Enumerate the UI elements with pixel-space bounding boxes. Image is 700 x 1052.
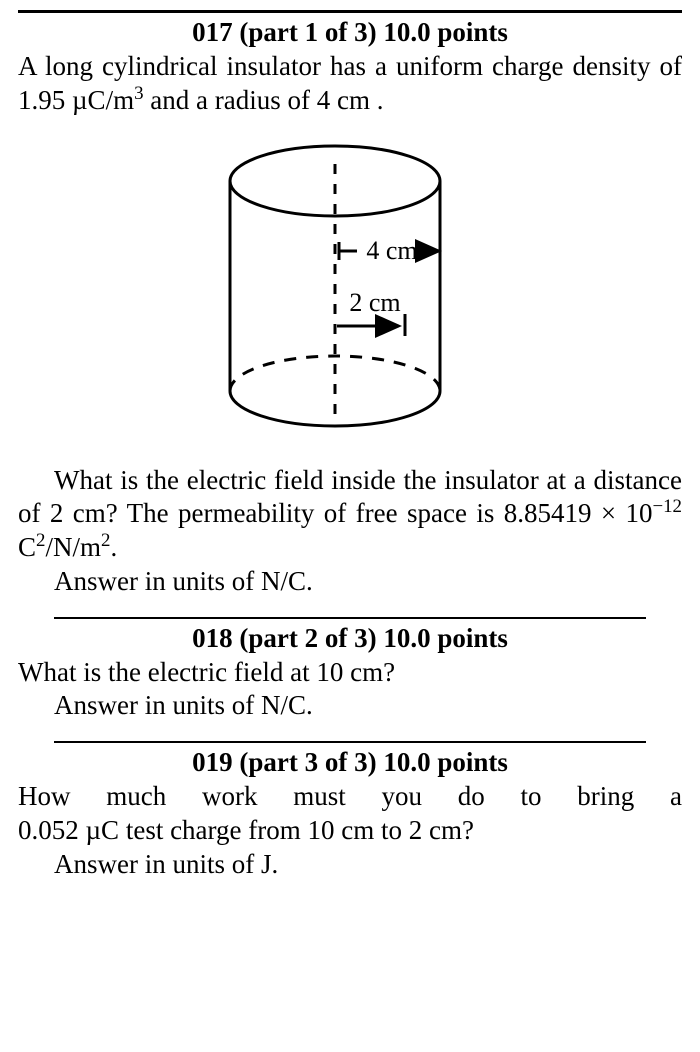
eps0-mantissa: 8.85419 — [504, 498, 592, 528]
problem-017-question: What is the electric field inside the in… — [18, 464, 682, 565]
problem-018-question: What is the electric field at 10 cm? — [18, 656, 682, 690]
distance-unit: cm — [350, 657, 383, 687]
question-pre: How much work must you do to bring a — [18, 781, 682, 811]
part-label: (part 3 of 3) — [239, 747, 376, 777]
problem-number: 018 — [192, 623, 233, 653]
problem-017-header: 017 (part 1 of 3) 10.0 points — [18, 17, 682, 48]
question-end: ? — [383, 657, 395, 687]
part-label: (part 1 of 3) — [239, 17, 376, 47]
charge-unit: µC — [86, 815, 120, 845]
question-pre: What is the electric field at — [18, 657, 316, 687]
divider-019 — [54, 741, 646, 743]
points-label: 10.0 points — [383, 747, 508, 777]
problem-018-answer-line: Answer in units of N/C. — [18, 689, 682, 723]
problem-017-answer-line: Answer in units of N/C. — [18, 565, 682, 599]
eps0-unit-mid: /N/m — [45, 532, 101, 562]
from-value: 10 — [308, 815, 335, 845]
cylinder-diagram: 4 cm 2 cm — [185, 136, 515, 446]
points-label: 10.0 points — [383, 17, 508, 47]
radius-unit: cm — [337, 85, 370, 115]
problem-019-line2: 0.052 µC test charge from 10 cm to 2 cm? — [18, 814, 682, 848]
points-label: 10.0 points — [383, 623, 508, 653]
eps0-unit-pre: C — [18, 532, 36, 562]
charge-density-exp: 3 — [134, 83, 143, 104]
intro-mid: and a radius of — [144, 85, 317, 115]
intro-end: . — [370, 85, 384, 115]
problem-017-intro: A long cylindrical insulator has a unifo… — [18, 50, 682, 118]
to-value: 2 — [409, 815, 423, 845]
from-unit: cm — [341, 815, 374, 845]
distance-unit: cm — [73, 498, 106, 528]
problem-019-answer-line: Answer in units of J. — [18, 848, 682, 882]
radius-label: 4 cm — [366, 236, 417, 265]
problem-number: 017 — [192, 17, 233, 47]
question-mid: test charge from — [119, 815, 307, 845]
problem-019-header: 019 (part 3 of 3) 10.0 points — [18, 747, 682, 778]
charge-density-unit: µC/m — [72, 85, 134, 115]
top-divider — [18, 10, 682, 13]
intro-text: A long cylindrical insulator has a unifo… — [18, 51, 682, 81]
problem-018-header: 018 (part 2 of 3) 10.0 points — [18, 623, 682, 654]
problem-number: 019 — [192, 747, 233, 777]
problem-019-line1: How much work must you do to bring a — [18, 780, 682, 814]
part-label: (part 2 of 3) — [239, 623, 376, 653]
radius-value: 4 — [317, 85, 331, 115]
charge-density-value: 1.95 — [18, 85, 65, 115]
question-mid: ? The permeability of free space is — [106, 498, 504, 528]
to-word: to — [374, 815, 409, 845]
divider-018 — [54, 617, 646, 619]
eps0-times: × 10 — [591, 498, 652, 528]
distance-value: 10 — [316, 657, 343, 687]
question-end: . — [110, 532, 117, 562]
inner-label: 2 cm — [349, 288, 400, 317]
distance-value: 2 — [50, 498, 64, 528]
charge-value: 0.052 — [18, 815, 79, 845]
question-end: ? — [462, 815, 474, 845]
to-unit: cm — [429, 815, 462, 845]
eps0-exp: −12 — [652, 496, 682, 517]
